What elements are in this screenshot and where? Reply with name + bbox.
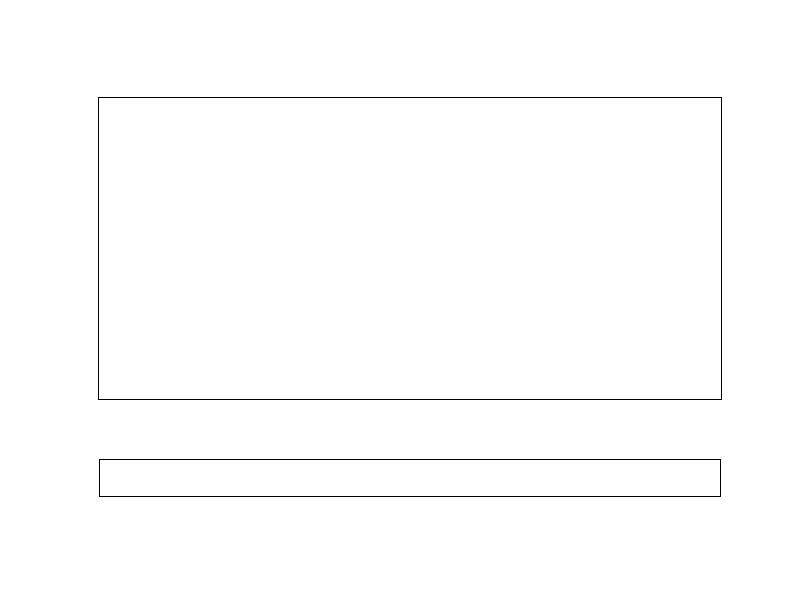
coastline-overlay [101, 101, 720, 397]
vtec-heatmap [101, 101, 720, 397]
colorbar-axes [99, 459, 721, 497]
vtec-map-axes [98, 97, 722, 400]
colorbar-gradient [100, 460, 720, 496]
